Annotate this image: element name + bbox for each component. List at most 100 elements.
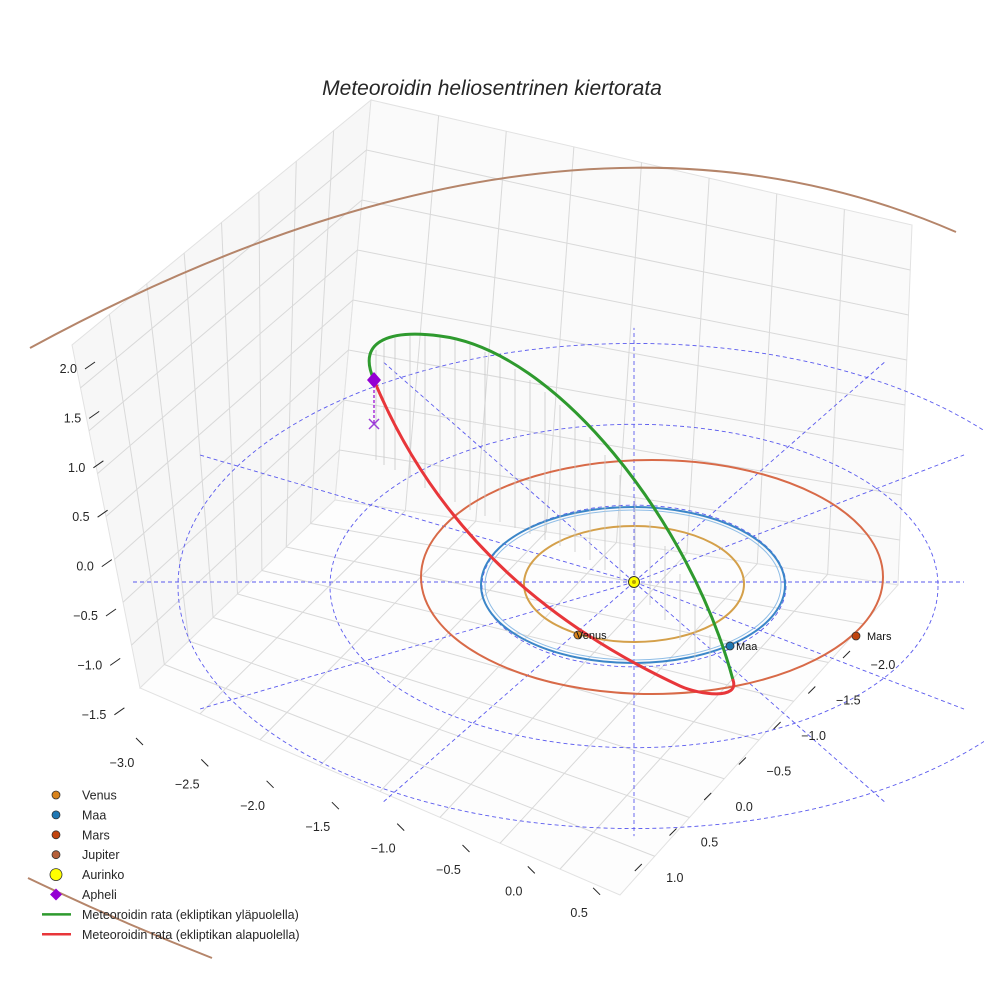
y-tick-mark bbox=[669, 828, 677, 836]
grid-line-z bbox=[122, 399, 902, 603]
y-tick-mark bbox=[807, 686, 816, 694]
grid-line-z bbox=[131, 449, 900, 646]
y-tick-mark bbox=[773, 721, 781, 730]
grid-line-y-wall bbox=[475, 131, 507, 522]
z-tick-label: 2.0 bbox=[60, 362, 77, 376]
legend-label: Meteoroidin rata (ekliptikan alapuolella… bbox=[82, 928, 299, 942]
z-tick-label: −1.0 bbox=[78, 658, 103, 672]
y-tick-mark bbox=[842, 650, 851, 659]
sun-core bbox=[632, 580, 636, 584]
x-tick-label: −0.5 bbox=[436, 863, 461, 877]
grid-line-y-floor bbox=[319, 531, 547, 766]
legend-entry: Apheli bbox=[50, 888, 117, 902]
x-axis: −3.0 −2.5 −2.0 −1.5 −1.0 −0.5 0.0 0.5 bbox=[110, 737, 601, 920]
legend-entry: Mars bbox=[51, 828, 110, 842]
x-tick-label: 0.5 bbox=[570, 906, 587, 920]
ecliptic-radial-line bbox=[199, 454, 635, 583]
x-tick-label: −1.5 bbox=[306, 820, 331, 834]
chart-title: Meteoroidin heliosentrinen kiertorata bbox=[322, 77, 662, 100]
y-tick-label: −2.0 bbox=[871, 658, 896, 672]
x-tick-label: 0.0 bbox=[505, 884, 522, 898]
grid-line-y-floor bbox=[499, 563, 758, 844]
grid-line-x-wall bbox=[221, 222, 238, 595]
y-tick-label: −1.0 bbox=[801, 729, 826, 743]
meteoroid-orbit-above bbox=[367, 332, 735, 682]
legend-circle-swatch bbox=[51, 810, 61, 820]
aphelion-projection-marker bbox=[368, 418, 380, 430]
grid-line-y-floor bbox=[259, 520, 477, 741]
legend-entry: Meteoroidin rata (ekliptikan alapuolella… bbox=[42, 928, 299, 942]
y-tick-label: −0.5 bbox=[767, 765, 792, 779]
x-tick-label: −1.0 bbox=[371, 842, 396, 856]
planet-orbits bbox=[27, 166, 957, 959]
x-tick-mark bbox=[200, 759, 209, 767]
ecliptic-grid bbox=[132, 327, 984, 837]
legend-label: Jupiter bbox=[82, 848, 120, 862]
z-tick-label: 0.5 bbox=[72, 510, 89, 524]
z-tick-label: −1.5 bbox=[82, 708, 107, 722]
venus-marker bbox=[573, 630, 583, 640]
y-tick-mark bbox=[703, 792, 712, 801]
grid-line-z bbox=[88, 199, 909, 432]
grid-line-y-floor bbox=[379, 542, 617, 792]
z-tick-mark bbox=[109, 657, 121, 666]
legend-entry: Maa bbox=[51, 808, 106, 822]
z-tick-mark bbox=[114, 707, 125, 716]
earth-label: Maa bbox=[736, 641, 758, 653]
jupiter-orbit-lower bbox=[27, 877, 213, 959]
legend-label: Maa bbox=[82, 808, 106, 822]
y-tick-mark bbox=[738, 757, 747, 765]
x-tick-mark bbox=[266, 780, 274, 789]
grid-line-z bbox=[114, 349, 904, 560]
grid-line-x-wall bbox=[108, 314, 165, 665]
z-axis: 2.0 1.5 1.0 0.5 0.0 −0.5 −1.0 −1.5 bbox=[60, 361, 125, 722]
jupiter-orbit bbox=[29, 166, 957, 349]
y-tick-label: 0.0 bbox=[736, 800, 753, 814]
legend-label: Apheli bbox=[82, 888, 117, 902]
grid-line-x-wall bbox=[310, 130, 335, 524]
grid-line-x-wall bbox=[183, 253, 214, 618]
x-tick-mark bbox=[135, 737, 144, 746]
grid-line-y-floor bbox=[559, 574, 828, 870]
x-tick-label: −2.5 bbox=[175, 777, 200, 791]
mars-label: Mars bbox=[867, 631, 892, 643]
x-tick-mark bbox=[592, 887, 601, 896]
grid-line-y-wall bbox=[756, 193, 778, 564]
y-tick-label: 0.5 bbox=[701, 836, 718, 850]
z-tick-label: 1.5 bbox=[64, 411, 81, 425]
grid-line-y-floor bbox=[199, 510, 406, 715]
z-tick-mark bbox=[101, 559, 113, 568]
legend: Venus Maa Mars Jupiter Aurinko Apheli Meteoroi… bbox=[42, 789, 299, 942]
grid-line-z bbox=[105, 299, 906, 517]
grid-line-y-wall bbox=[545, 146, 575, 532]
earth-marker bbox=[725, 641, 735, 651]
z-tick-label: −0.5 bbox=[73, 609, 98, 623]
legend-label: Meteoroidin rata (ekliptikan yläpuolella… bbox=[82, 908, 299, 922]
grid-line-y-wall bbox=[404, 115, 440, 511]
back-wall-right bbox=[334, 99, 913, 586]
grid-line-y-wall bbox=[827, 209, 845, 575]
grid-line-x-wall bbox=[146, 283, 190, 642]
legend-circle-swatch bbox=[49, 868, 63, 881]
legend-circle-swatch bbox=[51, 850, 61, 860]
x-tick-mark bbox=[527, 866, 536, 874]
mars-marker bbox=[851, 631, 861, 641]
grid-lines bbox=[80, 115, 911, 870]
z-tick-label: 0.0 bbox=[76, 560, 93, 574]
y-tick-label: −1.5 bbox=[836, 694, 861, 708]
z-tick-label: 1.0 bbox=[68, 461, 85, 475]
grid-line-x-wall bbox=[258, 191, 263, 571]
y-tick-mark bbox=[634, 863, 643, 872]
legend-circle-swatch bbox=[51, 830, 61, 840]
aphelion-group bbox=[367, 372, 381, 430]
legend-label: Aurinko bbox=[82, 868, 124, 882]
bodies: Venus Maa Mars bbox=[573, 576, 892, 653]
z-tick-mark bbox=[88, 410, 100, 419]
legend-entry: Meteoroidin rata (ekliptikan yläpuolella… bbox=[42, 908, 299, 922]
y-tick-label: 1.0 bbox=[666, 871, 683, 885]
ecliptic-radial-line bbox=[199, 581, 635, 710]
y-axis: −2.0 −1.5 −1.0 −0.5 0.0 0.5 1.0 bbox=[634, 650, 896, 885]
venus-orbit bbox=[523, 525, 745, 643]
grid-line-z bbox=[97, 249, 907, 475]
